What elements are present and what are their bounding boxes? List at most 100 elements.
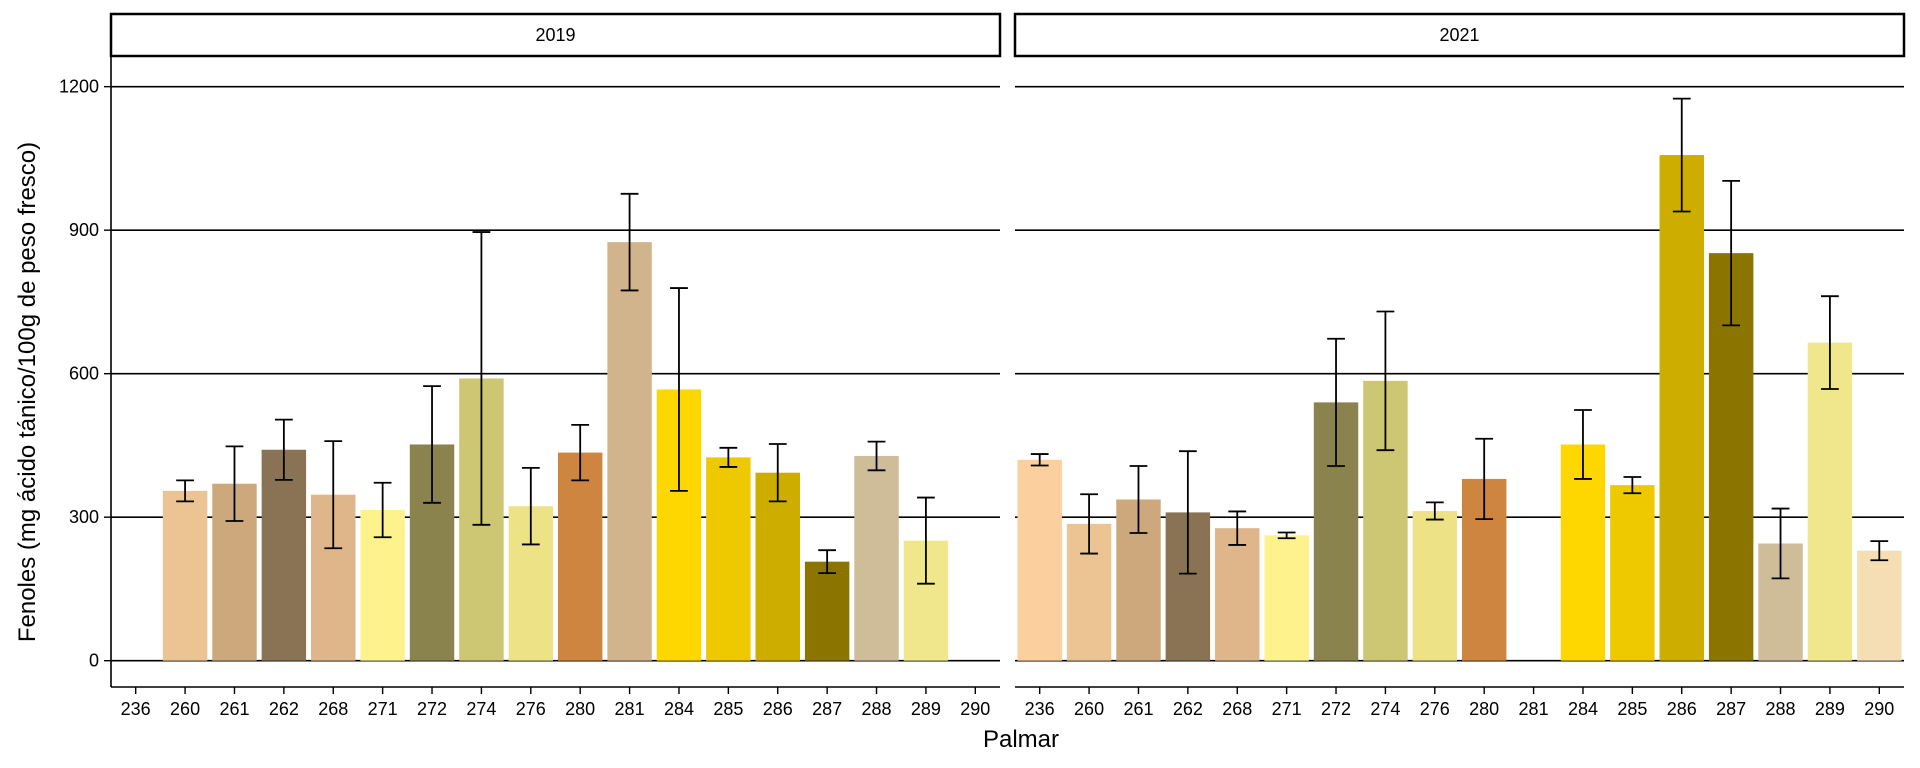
bar-276 — [1412, 510, 1458, 661]
error-bar-287 — [1722, 179, 1741, 327]
panel-2019: 2019 — [109, 12, 1002, 661]
x-tick-label: 272 — [417, 699, 447, 719]
error-bar-281 — [620, 192, 639, 292]
bar-280 — [557, 452, 603, 661]
error-bar-285 — [1623, 476, 1642, 495]
bar-260 — [162, 490, 208, 661]
x-tick-label: 236 — [121, 699, 151, 719]
error-bar-272 — [423, 385, 441, 504]
bar-268 — [1215, 528, 1260, 661]
x-axis-title: Palmar — [983, 726, 1059, 753]
x-tick-label: 285 — [1617, 699, 1647, 719]
error-bar-285 — [719, 446, 738, 468]
error-bar-268 — [324, 440, 343, 550]
x-tick-label: 260 — [170, 699, 200, 719]
x-tick-label: 281 — [1519, 699, 1549, 719]
y-tick-label: 1200 — [59, 77, 99, 97]
y-axis-title: Fenoles (mg ácido tánico/100g de peso fr… — [14, 142, 41, 642]
x-tick-label: 288 — [1766, 699, 1796, 719]
x-tick-label: 290 — [1864, 699, 1894, 719]
bar-286 — [755, 472, 800, 661]
axes-layer: 236 260 261 262 268 271 272 274 276 280 281 284 285 2… — [59, 57, 1904, 719]
error-bar-286 — [768, 443, 787, 503]
error-bar-272 — [1327, 337, 1345, 467]
x-tick-label: 280 — [565, 699, 595, 719]
error-bar-288 — [867, 440, 886, 472]
x-tick-label: 276 — [516, 699, 546, 719]
error-bar-271 — [373, 481, 392, 539]
error-bar-262 — [1178, 450, 1197, 575]
y-tick-label: 300 — [69, 507, 99, 527]
facet-strip-label: 2019 — [535, 25, 575, 45]
x-tick-label: 287 — [812, 699, 842, 719]
x-tick-label: 287 — [1716, 699, 1746, 719]
error-bar-262 — [274, 418, 293, 481]
x-tick-label: 262 — [1173, 699, 1203, 719]
x-tick-label: 261 — [1123, 699, 1153, 719]
error-bar-268 — [1228, 510, 1247, 546]
error-bar-261 — [1129, 465, 1148, 534]
bar-262 — [261, 449, 307, 661]
bar-281 — [607, 242, 652, 661]
x-tick-label: 290 — [960, 699, 990, 719]
bar-288 — [854, 455, 899, 661]
error-bar-271 — [1277, 531, 1296, 540]
error-bar-287 — [818, 549, 837, 575]
error-bar-274 — [1376, 310, 1395, 452]
x-tick-label: 260 — [1074, 699, 1104, 719]
x-tick-label: 262 — [269, 699, 299, 719]
bar-271 — [1264, 535, 1309, 661]
facet-strip — [1013, 12, 1906, 58]
error-bar-276 — [521, 467, 540, 546]
x-tick-label: 281 — [615, 699, 645, 719]
y-tick-label: 0 — [89, 651, 99, 671]
error-bar-274 — [472, 231, 491, 526]
bar-284 — [1560, 444, 1606, 661]
x-tick-label: 271 — [368, 699, 398, 719]
x-tick-label: 286 — [763, 699, 793, 719]
x-tick-label: 276 — [1420, 699, 1450, 719]
x-tick-label: 274 — [1370, 699, 1400, 719]
x-tick-label: 261 — [219, 699, 249, 719]
error-bar-280 — [571, 423, 590, 482]
x-tick-label: 268 — [318, 699, 348, 719]
bar-289 — [1807, 342, 1853, 661]
bar-285 — [706, 457, 751, 661]
bar-286 — [1659, 155, 1704, 661]
x-tick-label: 272 — [1321, 699, 1351, 719]
error-bar-286 — [1672, 97, 1691, 213]
x-tick-label: 274 — [466, 699, 496, 719]
panel-2021: 2021 — [1013, 12, 1906, 661]
bar-236 — [1017, 459, 1062, 661]
error-bar-276 — [1425, 501, 1444, 521]
bar-285 — [1610, 485, 1655, 661]
x-tick-label: 289 — [1815, 699, 1845, 719]
error-bar-289 — [917, 496, 935, 585]
error-bar-260 — [1080, 493, 1098, 555]
x-tick-label: 284 — [1568, 699, 1598, 719]
facet-strip — [109, 12, 1002, 58]
bar-287 — [804, 561, 850, 661]
error-bar-236 — [1030, 453, 1049, 467]
error-bar-260 — [176, 479, 194, 503]
x-tick-label: 284 — [664, 699, 694, 719]
y-tick-label: 600 — [69, 364, 99, 384]
x-tick-label: 286 — [1667, 699, 1697, 719]
panels-layer: 2019 2021 — [109, 12, 1906, 661]
error-bar-284 — [1574, 409, 1592, 480]
error-bar-284 — [670, 287, 688, 492]
x-tick-label: 271 — [1272, 699, 1302, 719]
x-tick-label: 236 — [1025, 699, 1055, 719]
bar-290 — [1857, 550, 1902, 661]
y-tick-label: 900 — [69, 220, 99, 240]
error-bar-290 — [1870, 540, 1889, 562]
x-tick-label: 280 — [1469, 699, 1499, 719]
x-tick-label: 288 — [862, 699, 892, 719]
error-bar-288 — [1771, 507, 1790, 580]
error-bar-280 — [1475, 437, 1494, 520]
error-bar-261 — [225, 445, 244, 522]
x-tick-label: 268 — [1222, 699, 1252, 719]
grid-layer — [111, 85, 1904, 662]
facet-strip-label: 2021 — [1439, 25, 1479, 45]
